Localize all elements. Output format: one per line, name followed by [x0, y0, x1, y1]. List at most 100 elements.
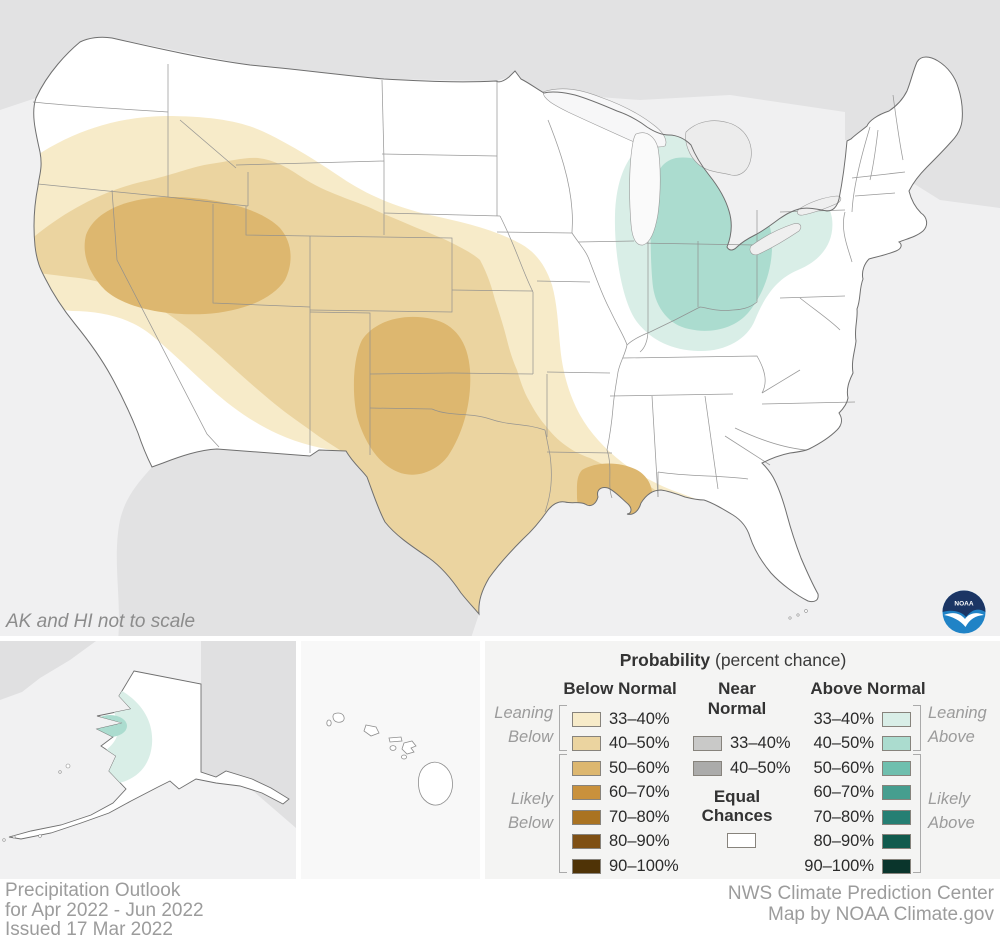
legend-row: 60–70% [775, 781, 911, 806]
legend-row: 33–40% [693, 732, 791, 757]
below-normal-50-60-southern-plains [353, 316, 471, 475]
above-40-50-swatch [882, 736, 911, 752]
above-50-60-swatch [882, 760, 911, 776]
legend-row: 33–40% [775, 707, 911, 732]
equal-chances-swatch [727, 833, 756, 848]
legend-header-near-normal: Near Normal [677, 679, 797, 719]
legend-row: 90–100% [572, 854, 679, 879]
legend-row: 70–80% [775, 805, 911, 830]
mexico-landmass [116, 449, 480, 641]
below-40-50-swatch [572, 736, 601, 752]
legend-rows-above-normal: 33–40% 40–50% 50–60% 60–70% 70–80% 80–90… [775, 707, 911, 879]
likely-above-bracket [913, 754, 921, 873]
lake-superior [542, 88, 667, 148]
footer-line-climate-gov: Map by NOAA Climate.gov [768, 904, 994, 925]
legend-row: 50–60% [572, 756, 679, 781]
legend-row: 50–60% [775, 756, 911, 781]
hawaii-inset-panel [301, 641, 480, 879]
range-label: 60–70% [813, 783, 874, 802]
noaa-logo-text: NOAA [954, 601, 973, 608]
great-lakes [542, 88, 842, 256]
range-label: 80–90% [813, 832, 874, 851]
ak-hi-note: AK and HI not to scale [6, 611, 196, 632]
russia-landmass [0, 641, 96, 700]
legend-row: 90–100% [775, 854, 911, 879]
label-line: Likely [510, 790, 553, 808]
leaning-below-label: Leaning Below [485, 701, 553, 749]
footer-line-cpc: NWS Climate Prediction Center [727, 883, 994, 904]
conus-outlook-map [0, 0, 1000, 641]
legend-title: Probability (percent chance) [485, 650, 981, 671]
legend-panel: Probability (percent chance) Below Norma… [485, 641, 1000, 879]
above-70-80-swatch [882, 809, 911, 825]
near-33-40-swatch [693, 736, 722, 752]
below-80-90-swatch [572, 834, 601, 850]
legend-rows-near-normal: 33–40% 40–50% [693, 732, 791, 781]
range-label: 90–100% [609, 856, 679, 875]
legend-header-below-normal: Below Normal [563, 679, 677, 698]
below-90-100-swatch [572, 858, 601, 874]
range-label: 50–60% [813, 758, 874, 777]
range-label: 70–80% [609, 807, 670, 826]
likely-below-bracket [559, 754, 567, 873]
footer-line-issued: Issued 17 Mar 2022 [5, 919, 173, 938]
noaa-logo: NOAA [942, 590, 986, 634]
below-50-60-swatch [572, 760, 601, 776]
near-40-50-swatch [693, 760, 722, 776]
lake-erie [749, 223, 802, 256]
range-label: 33–40% [813, 709, 874, 728]
conus-outline [33, 36, 963, 616]
likely-below-label: Likely Below [485, 787, 553, 835]
near-header-line1: Near [718, 679, 756, 698]
legend-row: 40–50% [693, 756, 791, 781]
range-label: 50–60% [609, 758, 670, 777]
above-60-70-swatch [882, 785, 911, 801]
range-label: 40–50% [730, 758, 791, 777]
legend-row: 80–90% [572, 830, 679, 855]
label-line: Leaning [494, 704, 553, 722]
above-80-90-swatch [882, 834, 911, 850]
range-label: 80–90% [609, 832, 670, 851]
canada-landmass-inset [201, 641, 296, 828]
range-label: 33–40% [609, 709, 670, 728]
below-60-70-swatch [572, 785, 601, 801]
range-label: 40–50% [813, 734, 874, 753]
aleutian-islands [2, 763, 71, 842]
legend-rows-below-normal: 33–40% 40–50% 50–60% 60–70% 70–80% 80–90… [572, 707, 679, 879]
canada-landmass [0, 0, 1000, 208]
range-label: 70–80% [813, 807, 874, 826]
below-70-80-swatch [572, 809, 601, 825]
label-line: Above [928, 728, 975, 746]
footer-line-period: for Apr 2022 - Jun 2022 [5, 899, 204, 921]
range-label: 33–40% [730, 734, 791, 753]
label-line: Below [508, 728, 553, 746]
footer-outlook-info: Precipitation Outlook for Apr 2022 - Jun… [5, 881, 204, 938]
florida-keys [788, 609, 808, 620]
equal-chances-line1: Equal [713, 787, 761, 806]
footer-line-outlook: Precipitation Outlook [5, 880, 181, 901]
legend-title-suffix: (percent chance) [710, 650, 847, 670]
alaska-inset-map [0, 641, 296, 879]
near-header-line2: Normal [707, 699, 767, 718]
above-33-40-swatch [882, 711, 911, 727]
alaska-inset-panel [0, 641, 296, 879]
legend-row: 33–40% [572, 707, 679, 732]
panel-separator [0, 636, 1000, 641]
range-label: 90–100% [804, 856, 874, 875]
legend-row: 60–70% [572, 781, 679, 806]
range-label: 60–70% [609, 783, 670, 802]
legend-row: 80–90% [775, 830, 911, 855]
above-90-100-swatch [882, 858, 911, 874]
hawaii-inset-map [301, 641, 480, 879]
label-line: Above [928, 814, 975, 832]
label-line: Likely [928, 790, 971, 808]
equal-chances-label: Equal Chances [677, 787, 797, 825]
below-normal-50-60-great-basin [84, 197, 291, 315]
legend-title-bold: Probability [619, 650, 711, 670]
label-line: Leaning [928, 704, 987, 722]
legend-row: 40–50% [775, 732, 911, 757]
range-label: 40–50% [609, 734, 670, 753]
legend-header-above-normal: Above Normal [810, 679, 926, 698]
leaning-above-label: Leaning Above [928, 701, 998, 749]
